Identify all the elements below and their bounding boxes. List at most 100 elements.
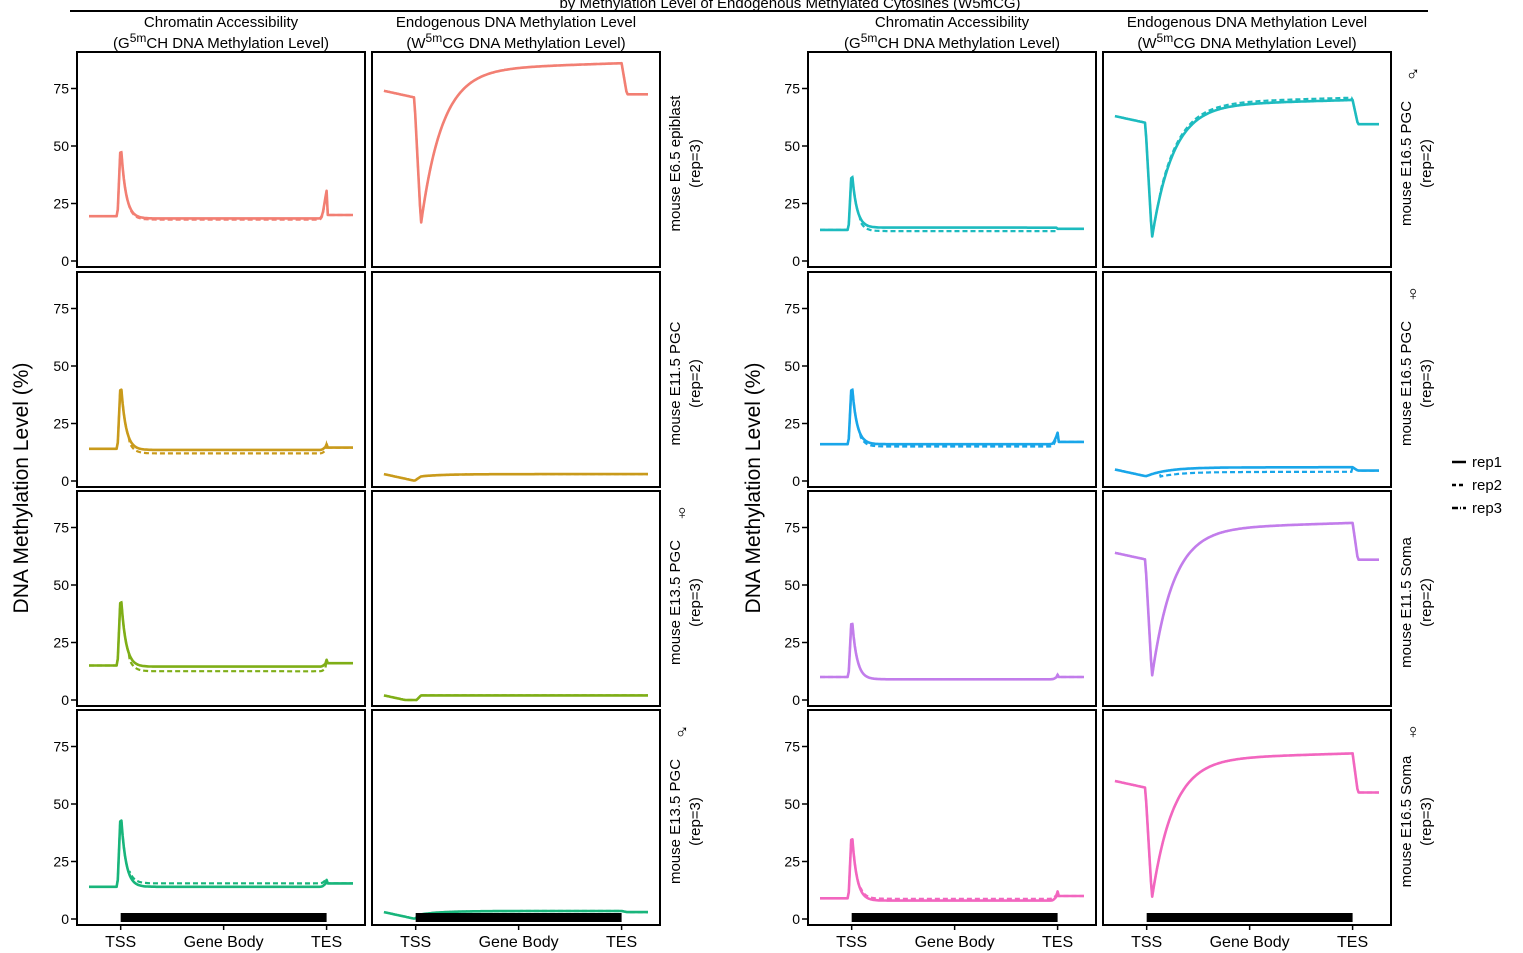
series-line-rep2 — [89, 600, 353, 673]
row-label: mouse E11.5 PGC — [667, 321, 684, 445]
y-axis-label: DNA Methylation Level (%) — [10, 363, 33, 614]
x-tick-label: TES — [1042, 934, 1073, 951]
column-title: Endogenous DNA Methylation Level — [1127, 14, 1367, 31]
y-tick-label: 50 — [784, 358, 800, 374]
series-line-rep1 — [1114, 465, 1380, 478]
sex-symbol: ♀ — [1406, 721, 1421, 743]
column-title: Chromatin Accessibility — [875, 14, 1030, 31]
chromatin-panel — [76, 490, 366, 707]
endogenous-panel — [371, 709, 661, 926]
y-tick-label: 50 — [784, 138, 800, 154]
sex-symbol: ♀ — [1406, 283, 1421, 305]
row-label: mouse E11.5 Soma — [1398, 537, 1415, 668]
y-tick-label: 25 — [53, 635, 69, 651]
y-tick-label: 25 — [784, 416, 800, 432]
y-tick-label: 75 — [53, 739, 69, 755]
y-tick-label: 50 — [784, 796, 800, 812]
y-tick-label: 25 — [53, 854, 69, 870]
row-label: mouse E16.5 PGC — [1398, 101, 1415, 226]
row-label: mouse E6.5 epiblast — [667, 95, 684, 232]
sex-symbol: ♀ — [675, 502, 690, 524]
x-tick-label: Gene Body — [1210, 934, 1290, 951]
x-tick-label: TSS — [400, 934, 431, 951]
y-tick-label: 50 — [53, 796, 69, 812]
column-subtitle: (W5mCG DNA Methylation Level) — [406, 31, 625, 52]
y-axis-label: DNA Methylation Level (%) — [742, 363, 765, 614]
series-line-rep2 — [1114, 752, 1379, 897]
row-label-reps: (rep=3) — [687, 578, 704, 627]
x-tick-label: TES — [1337, 934, 1368, 951]
y-tick-label: 75 — [784, 301, 800, 317]
series-line-rep2 — [89, 150, 353, 221]
series-line-rep2 — [383, 62, 648, 223]
x-tick-label: TSS — [836, 934, 867, 951]
y-tick-label: 0 — [792, 692, 800, 708]
chromatin-panel — [807, 51, 1097, 268]
legend: rep1 rep2 rep3 — [1452, 454, 1502, 517]
row-label: mouse E16.5 PGC — [1398, 321, 1415, 446]
column-subtitle: (G5mCH DNA Methylation Level) — [113, 31, 329, 52]
series-line-rep1 — [383, 472, 649, 482]
series-line-rep2 — [89, 818, 353, 888]
chromatin-panel — [76, 271, 366, 488]
y-tick-label: 25 — [53, 196, 69, 212]
y-tick-label: 75 — [53, 81, 69, 97]
endogenous-panel — [371, 51, 661, 268]
y-tick-label: 25 — [784, 854, 800, 870]
legend-label: rep1 — [1472, 454, 1502, 471]
y-tick-label: 25 — [784, 635, 800, 651]
row-label: mouse E16.5 Soma — [1398, 755, 1415, 887]
y-tick-label: 50 — [53, 358, 69, 374]
chromatin-panel — [807, 490, 1097, 707]
y-tick-label: 0 — [61, 473, 69, 489]
series-line-rep1 — [88, 388, 354, 452]
chromatin-panel — [76, 51, 366, 268]
y-tick-label: 0 — [61, 911, 69, 927]
series-line-rep1 — [383, 694, 649, 702]
series-line-rep2 — [1114, 465, 1379, 478]
endogenous-panel — [371, 271, 661, 488]
x-tick-label: TES — [311, 934, 342, 951]
series-line-rep1 — [819, 175, 1085, 232]
row-label: mouse E13.5 PGC — [667, 759, 684, 884]
sex-symbol: ♂ — [675, 721, 690, 743]
legend-label: rep2 — [1472, 477, 1502, 494]
series-line-rep1 — [88, 819, 354, 889]
row-label-reps: (rep=2) — [1418, 139, 1435, 188]
y-tick-label: 50 — [784, 577, 800, 593]
series-line-rep1 — [819, 622, 1085, 681]
x-tick-label: TES — [606, 934, 637, 951]
x-tick-label: Gene Body — [184, 934, 264, 951]
y-tick-label: 75 — [784, 739, 800, 755]
y-tick-label: 0 — [61, 692, 69, 708]
chromatin-panel — [807, 271, 1097, 488]
y-tick-label: 0 — [792, 253, 800, 269]
endogenous-panel — [371, 490, 661, 707]
gene-body-bar — [120, 913, 327, 922]
sex-symbol: ♂ — [1406, 63, 1421, 85]
chromatin-panel — [76, 709, 366, 926]
series-line-rep2 — [820, 387, 1084, 448]
legend-label: rep3 — [1472, 500, 1502, 517]
row-label-reps: (rep=3) — [687, 139, 704, 188]
row-label-reps: (rep=2) — [1418, 578, 1435, 627]
column-title: Chromatin Accessibility — [144, 14, 299, 31]
column-subtitle: (G5mCH DNA Methylation Level) — [844, 31, 1060, 52]
series-line-rep2 — [820, 175, 1084, 233]
column-title: Endogenous DNA Methylation Level — [396, 14, 636, 31]
gene-body-bar — [1146, 913, 1353, 922]
endogenous-panel — [1102, 271, 1392, 488]
y-tick-label: 0 — [792, 911, 800, 927]
series-line-rep2 — [89, 387, 353, 455]
y-tick-label: 25 — [53, 416, 69, 432]
y-tick-label: 75 — [784, 520, 800, 536]
series-line-rep1 — [88, 601, 354, 668]
row-label-reps: (rep=2) — [687, 359, 704, 408]
y-tick-label: 50 — [53, 138, 69, 154]
y-tick-label: 75 — [784, 81, 800, 97]
row-label-reps: (rep=3) — [1418, 797, 1435, 846]
gene-body-bar — [415, 913, 622, 922]
y-tick-label: 0 — [792, 473, 800, 489]
figure-title: by Methylation Level of Endogenous Methy… — [559, 0, 1020, 12]
